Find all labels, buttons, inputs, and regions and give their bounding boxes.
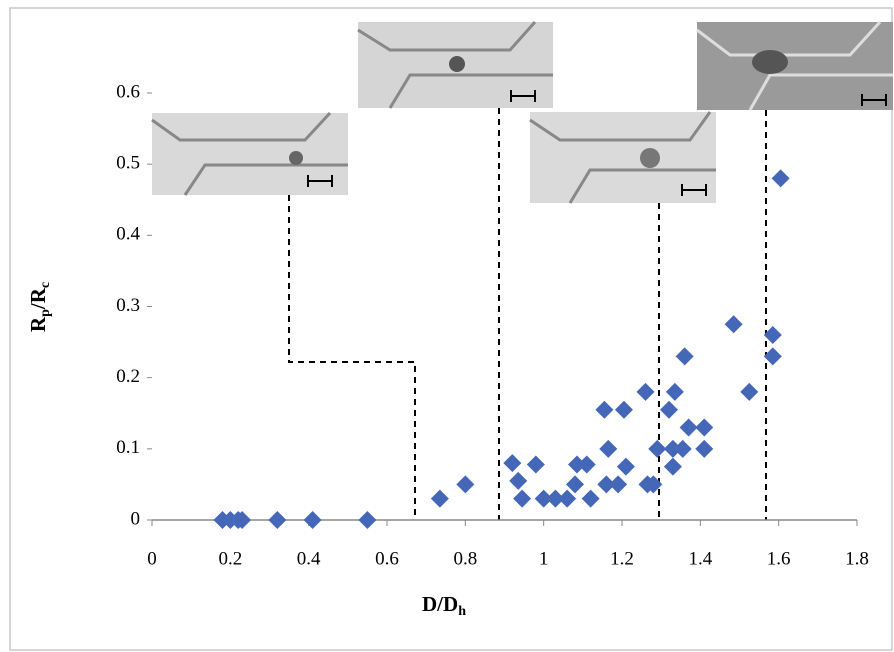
x-tick-label: 0.8	[453, 548, 477, 569]
y-tick-label: 0.4	[116, 224, 140, 245]
y-tick-label: 0.3	[116, 295, 140, 316]
x-tick-label: 1	[539, 548, 549, 569]
y-tick-label: 0.1	[116, 437, 140, 458]
x-tick-label: 0.6	[375, 548, 399, 569]
y-tick-label: 0.5	[116, 153, 140, 174]
x-tick-label: 1.6	[767, 548, 791, 569]
y-axis-label: Rp/Rc	[26, 282, 53, 332]
inset-image	[152, 113, 348, 195]
y-tick-label: 0.6	[116, 81, 140, 102]
x-tick-label: 0	[147, 548, 157, 569]
x-tick-label: 1.4	[688, 548, 712, 569]
inset-image	[697, 22, 893, 110]
y-tick-label: 0.2	[116, 366, 140, 387]
x-tick-label: 0.2	[218, 548, 242, 569]
inset-image	[358, 22, 553, 108]
y-tick-label: 0	[131, 508, 141, 529]
x-tick-label: 1.8	[845, 548, 869, 569]
chart: D/Dh Rp/Rc 00.10.20.30.40.50.600.20.40.6…	[0, 0, 894, 652]
inset-image	[530, 112, 716, 203]
x-tick-label: 0.4	[297, 548, 321, 569]
x-tick-label: 1.2	[610, 548, 634, 569]
